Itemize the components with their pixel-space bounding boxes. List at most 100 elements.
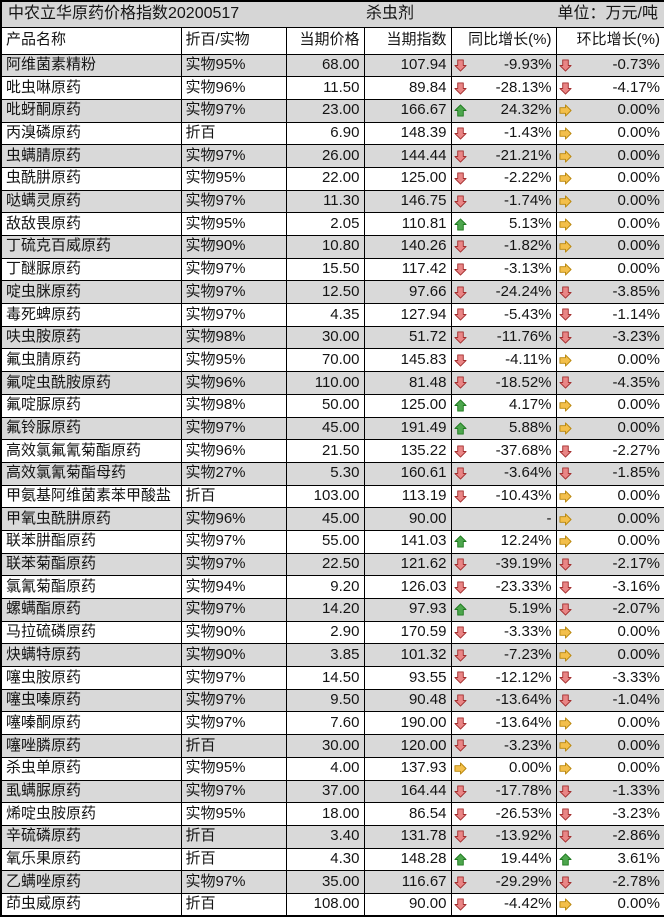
trend-flat-icon [558, 240, 573, 253]
yoy-cell: -21.21% [450, 144, 557, 168]
yoy-value: -18.52% [495, 373, 552, 391]
index-cell: 113.19 [363, 484, 452, 509]
price-cell: 2.90 [285, 620, 365, 645]
trend-down-icon [453, 898, 468, 911]
price-cell: 3.85 [285, 643, 365, 668]
mom-cell: 0.00% [555, 98, 664, 123]
mom-cell: 0.00% [555, 711, 664, 736]
mom-cell: -2.86% [555, 824, 664, 849]
mom-cell: 0.00% [555, 189, 664, 214]
mom-value: -1.04% [612, 691, 660, 709]
mom-value: -3.16% [612, 577, 660, 595]
price-cell: 3.40 [285, 824, 365, 849]
product-name-cell: 噻嗪酮原药 [0, 711, 182, 736]
price-cell: 45.00 [285, 507, 365, 531]
product-name-cell: 呋虫胺原药 [0, 325, 182, 350]
trend-down-icon [453, 558, 468, 571]
mom-cell: -2.78% [555, 870, 664, 894]
product-name-cell: 虫酰肼原药 [0, 166, 182, 191]
trend-flat-icon [558, 195, 573, 208]
table-row: 炔螨特原药 实物90% 3.85 101.32 -7.23% 0.00% [0, 643, 664, 668]
trend-flat-icon [558, 150, 573, 163]
trend-up-icon [453, 218, 468, 231]
basis-cell: 实物95% [180, 166, 287, 191]
basis-cell: 实物95% [180, 348, 287, 373]
mom-value: 0.00% [617, 237, 660, 255]
price-cell: 4.30 [285, 847, 365, 872]
index-cell: 125.00 [363, 166, 452, 191]
mom-value: 0.00% [617, 169, 660, 187]
basis-cell: 实物98% [180, 325, 287, 350]
mom-value: -1.14% [612, 305, 660, 323]
mom-value: -4.35% [612, 373, 660, 391]
yoy-value: -13.64% [495, 713, 552, 731]
basis-cell: 折百 [180, 121, 287, 146]
table-row: 啶虫脒原药 实物97% 12.50 97.66 -24.24% -3.85% [0, 280, 664, 305]
yoy-value: 12.24% [500, 532, 552, 550]
table-row: 虫酰肼原药 实物95% 22.00 125.00 -2.22% 0.00% [0, 166, 664, 191]
trend-down-icon [453, 717, 468, 730]
mom-cell: 0.00% [555, 144, 664, 168]
price-cell: 50.00 [285, 393, 365, 418]
mom-value: -1.85% [612, 464, 660, 482]
basis-cell: 实物90% [180, 643, 287, 668]
trend-down-icon [453, 195, 468, 208]
index-cell: 190.00 [363, 711, 452, 736]
trend-down-icon [453, 830, 468, 843]
trend-flat-icon [558, 535, 573, 548]
yoy-cell: - [450, 507, 557, 531]
yoy-cell: -1.74% [450, 189, 557, 214]
mom-value: -0.73% [612, 55, 660, 73]
product-name-cell: 烯啶虫胺原药 [0, 802, 182, 826]
table-row: 丁醚脲原药 实物97% 15.50 117.42 -3.13% 0.00% [0, 257, 664, 282]
yoy-value: -37.68% [495, 441, 552, 459]
basis-cell: 实物97% [180, 711, 287, 736]
basis-cell: 实物97% [180, 529, 287, 554]
yoy-value: -17.78% [495, 781, 552, 799]
basis-cell: 实物94% [180, 575, 287, 599]
index-cell: 81.48 [363, 371, 452, 395]
col-header-yoy-growth: 同比增长(%) [450, 26, 557, 55]
trend-down-icon [558, 59, 573, 72]
index-cell: 86.54 [363, 802, 452, 826]
mom-cell: 0.00% [555, 529, 664, 554]
index-cell: 51.72 [363, 325, 452, 350]
product-name-cell: 吡虫啉原药 [0, 76, 182, 100]
mom-cell: 0.00% [555, 484, 664, 509]
trend-up-icon [453, 104, 468, 117]
trend-down-icon [558, 671, 573, 684]
product-name-cell: 螺螨酯原药 [0, 598, 182, 622]
mom-value: -2.07% [612, 600, 660, 618]
col-header-current-price: 当期价格 [285, 26, 365, 55]
mom-cell: -1.85% [555, 461, 664, 486]
table-row: 丙溴磷原药 折百 6.90 148.39 -1.43% 0.00% [0, 121, 664, 146]
trend-down-icon [453, 59, 468, 72]
yoy-cell: 5.19% [450, 598, 557, 622]
price-cell: 21.50 [285, 439, 365, 463]
table-title-row: 中农立华原药价格指数20200517 杀虫剂 单位：万元/吨 [0, 0, 664, 28]
yoy-value: -39.19% [495, 555, 552, 573]
index-cell: 160.61 [363, 461, 452, 486]
yoy-cell: 5.13% [450, 212, 557, 236]
price-cell: 9.50 [285, 688, 365, 713]
price-cell: 110.00 [285, 371, 365, 395]
table-row: 噻唑膦原药 折百 30.00 120.00 -3.23% 0.00% [0, 734, 664, 758]
mom-value: -3.33% [612, 668, 660, 686]
trend-down-icon [453, 876, 468, 889]
mom-value: 0.00% [617, 713, 660, 731]
basis-cell: 实物90% [180, 620, 287, 645]
price-cell: 37.00 [285, 779, 365, 804]
yoy-value: 0.00% [508, 759, 552, 777]
trend-flat-icon [558, 399, 573, 412]
mom-value: -2.17% [612, 555, 660, 573]
mom-cell: 0.00% [555, 235, 664, 259]
yoy-value: -11.76% [496, 328, 552, 346]
trend-down-icon [453, 354, 468, 367]
trend-down-icon [558, 830, 573, 843]
yoy-value: -1.43% [503, 124, 552, 142]
price-cell: 6.90 [285, 121, 365, 146]
mom-cell: -3.23% [555, 802, 664, 826]
unit-label: 单位：万元/吨 [557, 5, 658, 23]
mom-value: -2.78% [612, 872, 660, 890]
